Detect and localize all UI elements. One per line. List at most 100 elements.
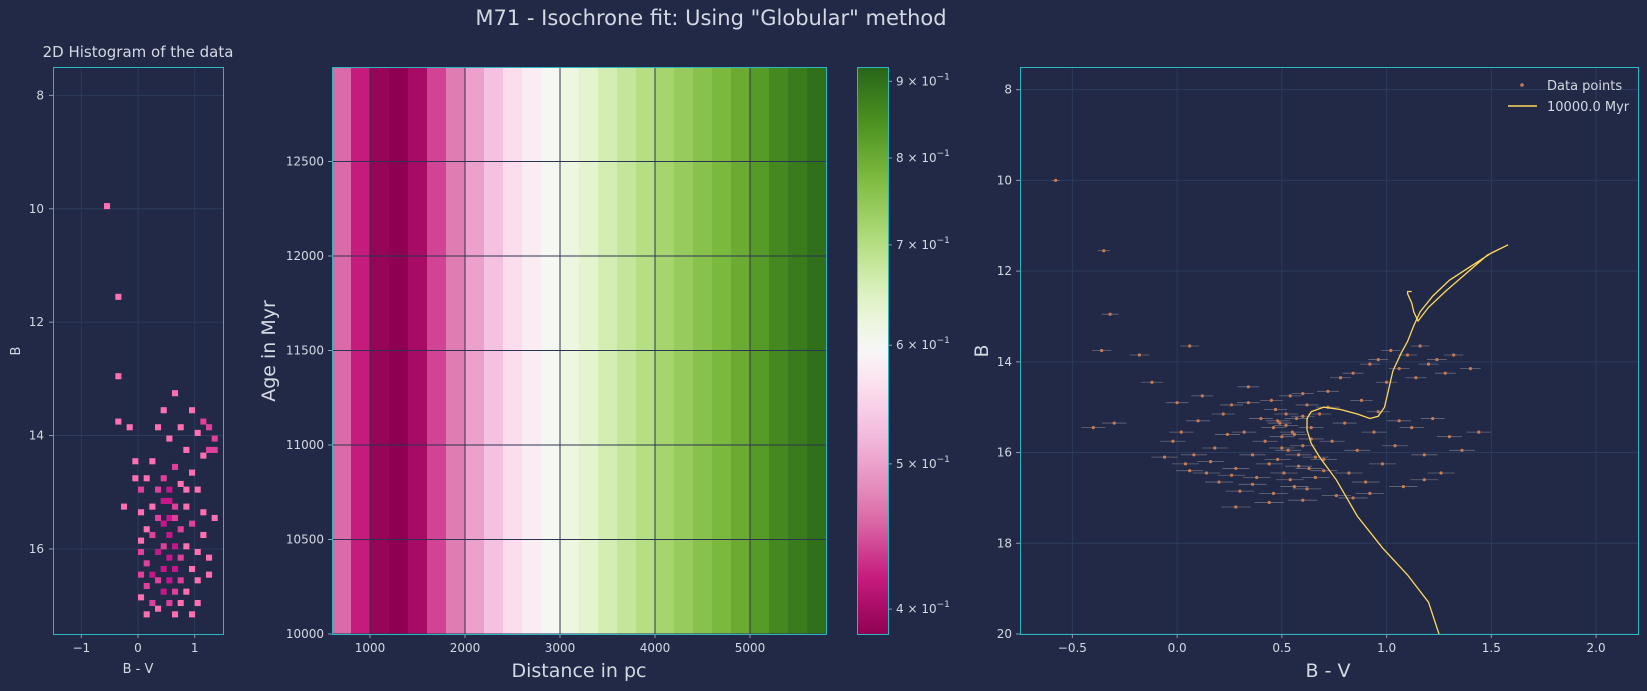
histogram-cell — [177, 554, 184, 561]
data-point — [1255, 475, 1259, 480]
data-point — [1347, 471, 1351, 475]
histogram-cell — [143, 475, 150, 482]
histogram-cell — [194, 548, 201, 556]
data-point — [1284, 423, 1288, 427]
colorbar-tick-label: 7 × 10−1 — [896, 236, 950, 252]
histogram-cell — [138, 486, 145, 493]
figure-title: M71 - Isochrone fit: Using "Globular" me… — [475, 6, 946, 30]
cmd-data-points — [1051, 178, 1492, 509]
data-point — [1326, 389, 1330, 393]
histogram-ytick-label: 12 — [29, 315, 44, 329]
colorbar-tick-label: 9 × 10−1 — [896, 72, 950, 88]
histogram-cell — [177, 599, 184, 607]
likelihood-heatmap-xtick-label: 3000 — [545, 641, 576, 655]
data-point — [1322, 457, 1326, 461]
histogram-cell — [183, 503, 190, 510]
data-point — [1171, 439, 1175, 443]
likelihood-heatmap-ylabel: Age in Myr — [258, 300, 280, 402]
data-point — [1288, 478, 1292, 482]
cmd-ytick-label: 10 — [997, 173, 1012, 187]
histogram-cell — [194, 486, 201, 493]
data-point — [1100, 348, 1104, 353]
histogram-cell — [149, 503, 156, 510]
data-point — [1301, 444, 1305, 448]
colorbar-ticks: 4 × 10−1 5 × 10−1 6 × 10−1 7 × 10−1 8 × 10−1… — [888, 72, 950, 616]
histogram-cell — [183, 486, 190, 493]
data-point — [1188, 469, 1192, 473]
histogram-cell — [149, 458, 156, 465]
histogram-cell — [143, 582, 150, 590]
histogram-cell — [155, 514, 162, 521]
data-point — [1305, 403, 1309, 407]
cmd-ticks: −0.5 0.0 0.5 1.0 1.5 2.0 8 10 12 14 16 18 20 — [997, 83, 1606, 655]
data-point — [1280, 435, 1284, 439]
data-point — [1313, 475, 1317, 480]
cmd-ytick-label: 12 — [997, 264, 1012, 278]
histogram-cell — [206, 446, 213, 453]
data-point — [1179, 430, 1183, 434]
colorbar-tick-label: 5 × 10−1 — [896, 455, 950, 471]
data-point — [1229, 473, 1234, 477]
data-point — [1290, 430, 1294, 434]
histogram-cell — [206, 424, 213, 431]
data-point — [1452, 353, 1456, 357]
histogram-cell — [132, 458, 139, 465]
data-point — [1376, 357, 1380, 362]
cmd-ylabel: B — [971, 344, 993, 357]
histogram-cell — [200, 531, 207, 539]
data-point — [1376, 410, 1380, 414]
histogram-cell — [155, 548, 162, 556]
data-point — [1359, 398, 1364, 402]
data-point — [1280, 446, 1284, 450]
cmd-xtick-label: 2.0 — [1587, 641, 1606, 655]
histogram-cell — [143, 560, 150, 567]
histogram-cell — [194, 599, 201, 607]
data-point — [1276, 457, 1280, 461]
data-point — [1271, 491, 1276, 495]
histogram-cell — [211, 435, 218, 442]
data-point — [1405, 353, 1410, 357]
data-point — [1286, 448, 1290, 452]
histogram-cell — [183, 446, 190, 453]
histogram-ytick-label: 14 — [29, 429, 44, 443]
data-point — [1267, 500, 1271, 505]
likelihood-heatmap-ytick-label: 11000 — [286, 438, 324, 452]
histogram-xtick-label: 0 — [134, 641, 142, 655]
data-point — [1091, 426, 1095, 430]
data-point — [1431, 416, 1435, 421]
likelihood-heatmap-xtick-label: 1000 — [355, 641, 386, 655]
data-point — [1278, 421, 1282, 425]
data-point — [1175, 401, 1179, 405]
histogram-cell — [183, 543, 190, 550]
data-point — [1422, 478, 1426, 482]
cmd-ytick-label: 18 — [997, 536, 1012, 550]
data-point — [1355, 448, 1359, 452]
histogram-ytick-label: 10 — [29, 202, 44, 216]
data-point — [1317, 412, 1322, 416]
data-point — [1443, 371, 1447, 375]
histogram-cell — [166, 599, 173, 607]
histogram-cell — [189, 565, 196, 573]
histogram-panel: 2D Histogram of the data −1 0 1 8 10 12 14 16 B… — [9, 43, 233, 677]
legend-label-data-points: Data points — [1547, 79, 1622, 94]
histogram-cell — [138, 509, 145, 516]
histogram-cell — [172, 503, 179, 510]
histogram-cell — [172, 514, 179, 521]
data-point — [1297, 453, 1301, 457]
histogram-cell — [172, 565, 179, 573]
cmd-xtick-label: 1.0 — [1377, 641, 1396, 655]
cmd-ytick-label: 20 — [997, 627, 1012, 641]
data-point — [1307, 466, 1311, 471]
histogram-cell — [143, 611, 150, 618]
histogram-cell — [172, 611, 179, 618]
histogram-cell — [172, 543, 179, 550]
data-point — [1401, 484, 1405, 489]
data-point — [1380, 462, 1385, 466]
cmd-legend: Data points 10000.0 Myr — [1508, 79, 1630, 115]
histogram-ytick-label: 8 — [36, 88, 44, 102]
data-point — [1229, 403, 1234, 407]
data-point — [1343, 421, 1347, 425]
likelihood-heatmap-ytick-label: 10000 — [286, 627, 324, 641]
data-point — [1435, 357, 1439, 362]
likelihood-heatmap-ytick-label: 12000 — [286, 249, 324, 263]
